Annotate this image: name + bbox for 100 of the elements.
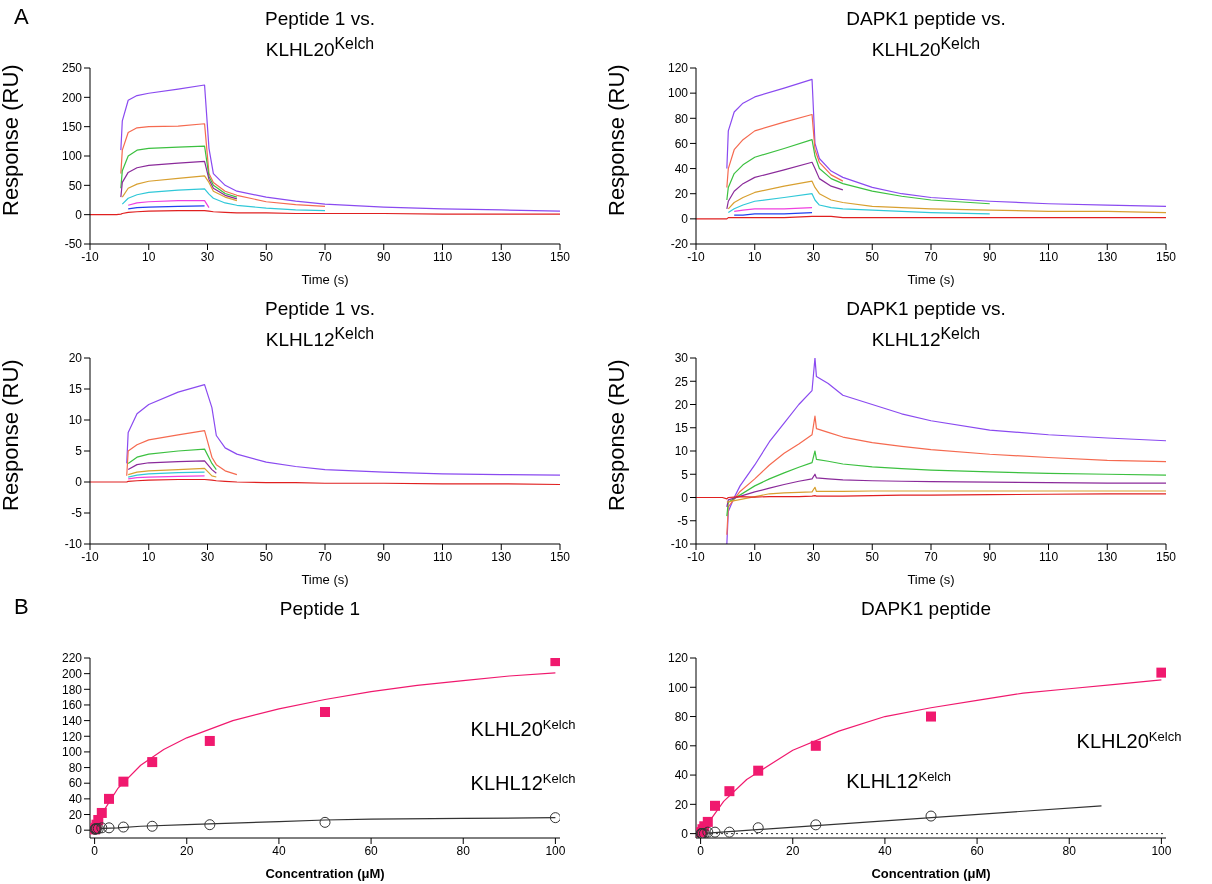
x-tick-label: 90 — [983, 549, 997, 564]
series-label: KLHL12$^{Kelch}$ — [846, 768, 951, 793]
x-tick-label: 150 — [549, 549, 571, 564]
x-tick-label: 130 — [1097, 249, 1118, 264]
y-tick-label: 200 — [61, 90, 83, 105]
chart-title: Peptide 1 — [278, 597, 362, 621]
text: A — [14, 4, 29, 30]
y-tick-label: 5 — [681, 467, 689, 482]
y-tick-label: 0 — [681, 212, 689, 227]
y-tick-label: 50 — [68, 178, 83, 193]
y-tick-label: 20 — [674, 397, 689, 412]
x-tick-label: 80 — [456, 843, 471, 858]
x-tick-label: 40 — [272, 843, 286, 858]
x-tick-label: 0 — [91, 843, 99, 858]
y-tick-label: 60 — [68, 776, 83, 791]
y-tick-label: 0 — [75, 475, 83, 490]
y-tick-label: 40 — [674, 161, 689, 176]
x-tick-label: 50 — [865, 549, 880, 564]
chart-title: DAPK1 peptide vs. KLHL12$^{Kelch}$ — [845, 297, 1007, 352]
y-tick-label: 10 — [68, 413, 83, 428]
text: KLHL20$^{Kelch}$ — [470, 716, 576, 741]
y-tick-label: 100 — [61, 745, 83, 760]
text: B — [14, 594, 29, 620]
y-tick-label: 250 — [61, 61, 83, 76]
y-axis-title: Response (RU) — [0, 359, 23, 511]
y-tick-label: 20 — [674, 797, 689, 812]
y-tick-label: -10 — [670, 537, 689, 552]
y-tick-label: -50 — [64, 237, 83, 252]
y-tick-label: -20 — [670, 237, 689, 252]
x-tick-label: 150 — [549, 249, 571, 264]
chart-title: DAPK1 peptide — [860, 597, 992, 621]
x-tick-label: 150 — [1155, 549, 1177, 564]
y-tick-label: 80 — [68, 760, 83, 775]
x-tick-label: 130 — [491, 249, 512, 264]
y-tick-label: 15 — [68, 382, 83, 397]
y-tick-label: 0 — [681, 490, 689, 505]
y-tick-label: 0 — [681, 826, 689, 841]
y-tick-label: 120 — [667, 61, 689, 76]
x-tick-label: 90 — [377, 549, 391, 564]
y-tick-label: 0 — [75, 207, 83, 222]
x-tick-label: 30 — [806, 249, 821, 264]
x-tick-label: 70 — [924, 549, 938, 564]
x-tick-label: 80 — [1062, 843, 1077, 858]
chart-title: DAPK1 peptide vs. KLHL20$^{Kelch}$ — [845, 7, 1007, 62]
x-tick-label: 70 — [318, 249, 332, 264]
x-axis-title: Concentration (μM) — [871, 866, 991, 881]
y-tick-label: 20 — [674, 186, 689, 201]
x-tick-label: 70 — [924, 249, 938, 264]
chart-title: Peptide 1 vs. KLHL12$^{Kelch}$ — [264, 297, 376, 352]
x-tick-label: 100 — [1151, 843, 1172, 858]
x-tick-label: 10 — [748, 249, 762, 264]
y-tick-label: 60 — [674, 136, 689, 151]
y-tick-label: 15 — [674, 421, 689, 436]
x-tick-label: 40 — [878, 843, 892, 858]
x-tick-label: 10 — [748, 549, 762, 564]
x-tick-label: 90 — [983, 249, 997, 264]
x-tick-label: 110 — [432, 249, 453, 264]
y-tick-label: -5 — [71, 506, 83, 521]
x-axis-title: Concentration (μM) — [265, 866, 385, 881]
y-axis-title: Response (RU) — [0, 64, 23, 216]
y-tick-label: 200 — [61, 666, 83, 681]
y-tick-label: 25 — [674, 374, 689, 389]
y-tick-label: 20 — [68, 807, 83, 822]
x-tick-label: 150 — [1155, 249, 1177, 264]
y-axis-title: Response (RU) — [603, 64, 629, 216]
x-tick-label: 70 — [318, 549, 332, 564]
x-tick-label: 90 — [377, 249, 391, 264]
x-tick-label: 30 — [200, 549, 215, 564]
y-tick-label: 10 — [674, 444, 689, 459]
y-tick-label: 30 — [674, 351, 689, 366]
y-tick-label: 180 — [61, 682, 83, 697]
x-axis-title: Time (s) — [301, 572, 349, 587]
x-tick-label: 60 — [364, 843, 379, 858]
y-tick-label: 160 — [61, 698, 83, 713]
y-tick-label: 120 — [667, 651, 689, 666]
y-tick-label: 100 — [667, 86, 689, 101]
x-tick-label: 10 — [142, 249, 156, 264]
x-tick-label: 10 — [142, 549, 156, 564]
x-tick-label: 0 — [697, 843, 705, 858]
x-tick-label: 20 — [180, 843, 194, 858]
x-tick-label: 130 — [1097, 549, 1118, 564]
y-tick-label: 0 — [75, 823, 83, 838]
x-axis-title: Time (s) — [301, 272, 349, 287]
y-tick-label: 150 — [61, 119, 83, 134]
text: KLHL20$^{Kelch}$ — [1076, 728, 1182, 752]
x-tick-label: 110 — [1038, 549, 1059, 564]
y-tick-label: -10 — [64, 537, 83, 552]
chart-title: Peptide 1 vs. KLHL20$^{Kelch}$ — [264, 7, 376, 62]
x-axis-title: Time (s) — [907, 272, 955, 287]
y-tick-label: 100 — [667, 680, 689, 695]
y-tick-label: 80 — [674, 709, 689, 724]
x-tick-label: 20 — [786, 843, 800, 858]
y-tick-label: 20 — [68, 351, 83, 366]
x-tick-label: 110 — [432, 549, 453, 564]
y-tick-label: 40 — [68, 792, 83, 807]
x-tick-label: 30 — [806, 549, 821, 564]
x-tick-label: 50 — [259, 249, 274, 264]
y-tick-label: 80 — [674, 111, 689, 126]
y-tick-label: 60 — [674, 739, 689, 754]
y-tick-label: 5 — [75, 444, 83, 459]
